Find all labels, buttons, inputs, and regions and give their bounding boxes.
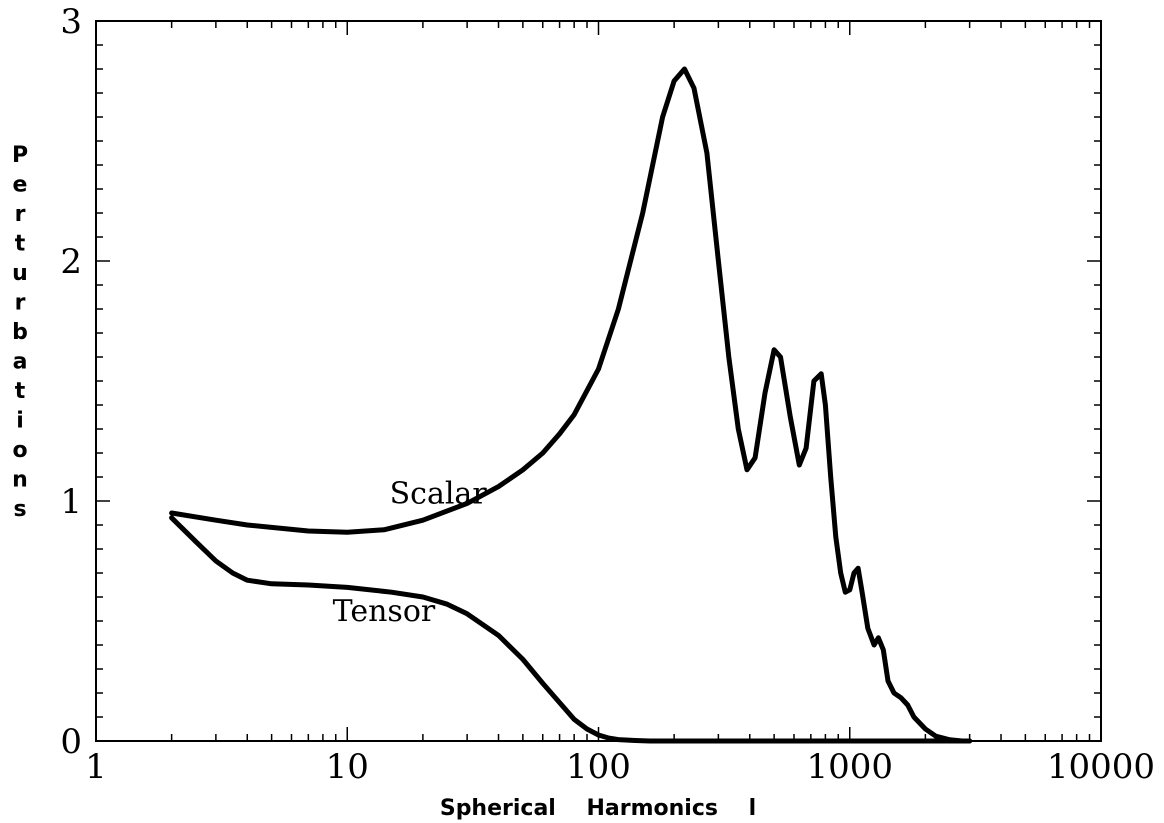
x-tick-label: 10 <box>326 747 369 787</box>
y-axis-title-letter: i <box>16 409 24 434</box>
y-axis-title-letter: t <box>15 232 26 257</box>
y-tick-label: 3 <box>60 2 82 42</box>
series-lines <box>169 66 973 744</box>
y-axis-title-letter: o <box>12 438 27 463</box>
series-tensor-label: Tensor <box>333 594 436 629</box>
series-labels: Scalar Tensor <box>333 476 488 629</box>
y-axis-title-letter: b <box>12 320 28 345</box>
axis-ticks <box>96 20 1101 742</box>
x-tick-label: 1 <box>85 747 107 787</box>
y-axis-title-letter: P <box>12 143 28 168</box>
y-axis-title-letter: u <box>12 261 28 286</box>
y-tick-label: 1 <box>60 482 82 522</box>
series-scalar-label: Scalar <box>390 476 488 511</box>
plot-frame <box>95 20 1102 742</box>
y-tick-label: 0 <box>60 722 82 762</box>
x-axis-title: Spherical Harmonics l <box>440 796 756 821</box>
y-axis-title-letter: r <box>15 202 26 227</box>
x-tick-label: 100 <box>566 747 631 787</box>
y-axis-title-letter: r <box>15 291 26 316</box>
y-axis-title-letter: e <box>13 173 28 198</box>
series-tensor-line <box>169 515 973 744</box>
x-tick-label: 1000 <box>806 747 893 787</box>
y-axis-title-letter: s <box>13 497 26 522</box>
y-axis-title-letter: a <box>13 350 28 375</box>
y-axis-title-letter: n <box>12 468 28 493</box>
x-tick-label: 10000 <box>1047 747 1155 787</box>
y-tick-label: 2 <box>60 242 82 282</box>
series-scalar-line <box>169 66 973 744</box>
y-axis-title-letter: t <box>15 379 26 404</box>
